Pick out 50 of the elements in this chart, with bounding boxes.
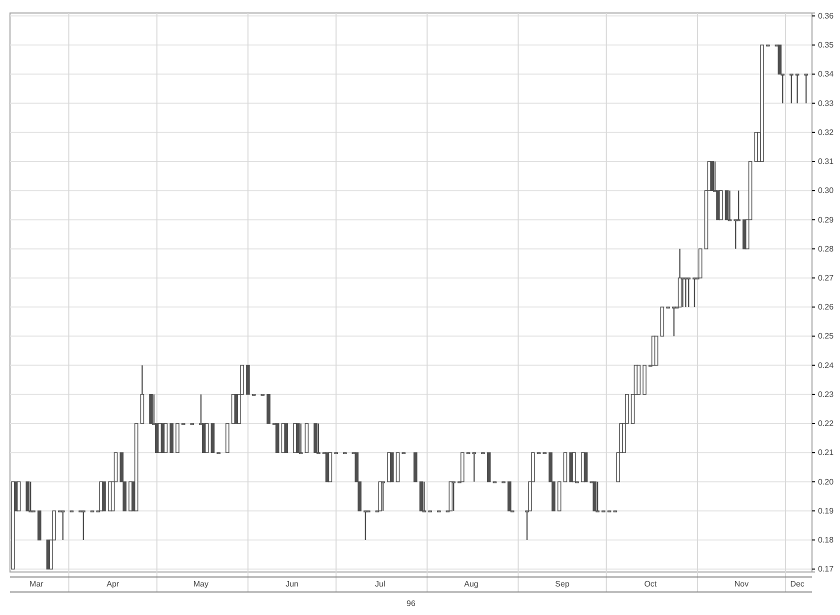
y-tick-label: 0.22 [818, 419, 834, 428]
candlestick [60, 510, 65, 541]
candlestick [692, 277, 696, 308]
x-tick-label: Jun [286, 580, 298, 589]
x-tick-label: Aug [464, 580, 478, 589]
y-tick-label: 0.27 [818, 274, 834, 283]
x-axis-title: 96 [406, 599, 416, 608]
y-tick-label: 0.36 [818, 11, 834, 20]
x-tick-label: Jul [375, 580, 386, 589]
candlestick [364, 510, 368, 541]
y-tick-label: 0.21 [818, 448, 834, 458]
y-tick-label: 0.23 [818, 390, 834, 399]
x-tick-label: Apr [106, 580, 120, 589]
candlestick [672, 306, 676, 337]
y-tick-label: 0.26 [818, 302, 834, 312]
y-tick-label: 0.20 [818, 477, 834, 486]
candlestick [472, 452, 476, 482]
y-tick-label: 0.30 [818, 186, 834, 196]
x-tick-label: Oct [644, 580, 658, 589]
candlestick [795, 74, 800, 104]
x-tick-label: Nov [734, 580, 749, 589]
candlestick [686, 277, 691, 308]
candlestick [804, 74, 808, 104]
y-tick-label: 0.18 [818, 536, 834, 545]
y-tick-label: 0.19 [818, 506, 834, 516]
y-tick-label: 0.24 [818, 360, 834, 370]
y-tick-label: 0.33 [818, 98, 834, 108]
y-tick-label: 0.29 [818, 215, 834, 224]
y-tick-label: 0.25 [818, 332, 834, 341]
candlestick [790, 74, 794, 104]
candlestick [422, 481, 426, 512]
y-tick-label: 0.17 [818, 564, 834, 574]
x-tick-label: Mar [30, 580, 44, 589]
y-tick-label: 0.34 [818, 70, 834, 79]
candlestick [28, 481, 32, 512]
y-tick-label: 0.28 [818, 244, 834, 254]
x-tick-label: May [193, 580, 209, 589]
candlestick [316, 422, 320, 454]
candlestick [381, 481, 385, 512]
candlestick [596, 481, 600, 512]
y-tick-label: 0.32 [818, 128, 834, 137]
candlestick [680, 277, 685, 308]
y-tick-label: 0.35 [818, 40, 834, 50]
candlestick [82, 510, 86, 541]
candlestick [452, 481, 456, 512]
x-tick-label: Dec [790, 580, 804, 589]
x-tick-label: Sep [555, 580, 570, 589]
candlestick [298, 422, 303, 454]
candlestick [736, 190, 740, 222]
y-tick-label: 0.31 [818, 157, 834, 166]
